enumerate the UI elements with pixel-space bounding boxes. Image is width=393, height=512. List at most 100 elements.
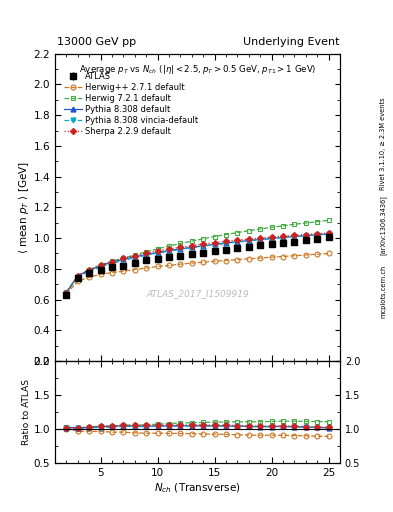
Herwig 7.2.1 default <box>303 220 308 226</box>
Herwig 7.2.1 default <box>212 233 217 240</box>
Herwig 7.2.1 default <box>269 224 274 230</box>
Pythia 8.308 vincia-default <box>144 252 149 259</box>
Pythia 8.308 vincia-default <box>98 264 103 270</box>
Pythia 8.308 default <box>110 259 114 265</box>
Y-axis label: Ratio to ATLAS: Ratio to ATLAS <box>22 379 31 445</box>
Sherpa 2.2.9 default <box>167 246 171 252</box>
Herwig 7.2.1 default <box>224 231 228 238</box>
Sherpa 2.2.9 default <box>189 243 194 249</box>
Herwig++ 2.7.1 default <box>258 255 263 261</box>
Pythia 8.308 vincia-default <box>155 250 160 256</box>
Pythia 8.308 vincia-default <box>121 258 126 264</box>
Herwig++ 2.7.1 default <box>110 269 114 275</box>
Line: Herwig++ 2.7.1 default: Herwig++ 2.7.1 default <box>64 251 331 296</box>
Herwig++ 2.7.1 default <box>98 271 103 278</box>
Pythia 8.308 default <box>201 243 206 249</box>
Pythia 8.308 default <box>87 267 92 273</box>
Sherpa 2.2.9 default <box>98 262 103 268</box>
Pythia 8.308 default <box>75 272 80 279</box>
Pythia 8.308 default <box>269 236 274 242</box>
Herwig++ 2.7.1 default <box>132 266 137 272</box>
Y-axis label: $\langle$ mean $p_T$ $\rangle$ [GeV]: $\langle$ mean $p_T$ $\rangle$ [GeV] <box>17 161 31 254</box>
Pythia 8.308 default <box>212 241 217 247</box>
Pythia 8.308 vincia-default <box>258 237 263 243</box>
Pythia 8.308 vincia-default <box>167 248 171 254</box>
Sherpa 2.2.9 default <box>315 231 320 237</box>
Sherpa 2.2.9 default <box>144 250 149 256</box>
Sherpa 2.2.9 default <box>121 255 126 262</box>
Herwig++ 2.7.1 default <box>246 256 251 262</box>
Herwig++ 2.7.1 default <box>121 268 126 274</box>
Herwig 7.2.1 default <box>235 229 240 236</box>
Herwig 7.2.1 default <box>75 272 80 279</box>
Herwig 7.2.1 default <box>281 223 285 229</box>
Pythia 8.308 vincia-default <box>110 261 114 267</box>
Herwig 7.2.1 default <box>132 252 137 258</box>
Sherpa 2.2.9 default <box>87 267 92 273</box>
Sherpa 2.2.9 default <box>178 244 183 250</box>
Herwig 7.2.1 default <box>64 289 69 295</box>
Legend: ATLAS, Herwig++ 2.7.1 default, Herwig 7.2.1 default, Pythia 8.308 default, Pythi: ATLAS, Herwig++ 2.7.1 default, Herwig 7.… <box>62 70 200 138</box>
Line: Herwig 7.2.1 default: Herwig 7.2.1 default <box>64 218 331 294</box>
Pythia 8.308 vincia-default <box>281 234 285 241</box>
Pythia 8.308 default <box>167 248 171 254</box>
Pythia 8.308 default <box>144 251 149 258</box>
Text: [arXiv:1306.3436]: [arXiv:1306.3436] <box>380 196 387 255</box>
Pythia 8.308 vincia-default <box>178 246 183 252</box>
Pythia 8.308 vincia-default <box>315 232 320 238</box>
Herwig++ 2.7.1 default <box>315 251 320 257</box>
Pythia 8.308 default <box>189 244 194 250</box>
Pythia 8.308 default <box>292 233 297 240</box>
Sherpa 2.2.9 default <box>75 272 80 279</box>
Sherpa 2.2.9 default <box>132 252 137 259</box>
Herwig 7.2.1 default <box>87 266 92 272</box>
Herwig 7.2.1 default <box>167 243 171 249</box>
Pythia 8.308 vincia-default <box>292 233 297 240</box>
Pythia 8.308 default <box>246 238 251 244</box>
Herwig 7.2.1 default <box>315 219 320 225</box>
Herwig 7.2.1 default <box>189 238 194 244</box>
X-axis label: $N_{ch}$ (Transverse): $N_{ch}$ (Transverse) <box>154 481 241 495</box>
Pythia 8.308 vincia-default <box>201 243 206 249</box>
Pythia 8.308 default <box>303 232 308 239</box>
Text: Average $p_T$ vs $N_{ch}$ ($|\eta| < 2.5, p_T > 0.5$ GeV, $p_{T1} > 1$ GeV): Average $p_T$ vs $N_{ch}$ ($|\eta| < 2.5… <box>79 63 316 76</box>
Pythia 8.308 vincia-default <box>64 290 69 296</box>
Line: Pythia 8.308 default: Pythia 8.308 default <box>64 231 331 295</box>
Herwig++ 2.7.1 default <box>189 260 194 266</box>
Pythia 8.308 vincia-default <box>326 231 331 238</box>
Pythia 8.308 vincia-default <box>87 268 92 274</box>
Herwig++ 2.7.1 default <box>144 265 149 271</box>
Sherpa 2.2.9 default <box>303 231 308 238</box>
Line: Pythia 8.308 vincia-default: Pythia 8.308 vincia-default <box>64 232 331 296</box>
Text: Rivet 3.1.10, ≥ 2.3M events: Rivet 3.1.10, ≥ 2.3M events <box>380 97 386 189</box>
Text: Underlying Event: Underlying Event <box>243 37 340 47</box>
Sherpa 2.2.9 default <box>64 290 69 296</box>
Pythia 8.308 default <box>178 246 183 252</box>
Herwig++ 2.7.1 default <box>178 261 183 267</box>
Herwig 7.2.1 default <box>258 226 263 232</box>
Herwig++ 2.7.1 default <box>235 257 240 263</box>
Pythia 8.308 vincia-default <box>75 274 80 280</box>
Pythia 8.308 vincia-default <box>269 236 274 242</box>
Text: 13000 GeV pp: 13000 GeV pp <box>57 37 136 47</box>
Herwig 7.2.1 default <box>326 218 331 224</box>
Text: ATLAS_2017_I1509919: ATLAS_2017_I1509919 <box>146 289 249 298</box>
Sherpa 2.2.9 default <box>201 241 206 247</box>
Herwig 7.2.1 default <box>121 255 126 261</box>
Herwig 7.2.1 default <box>98 262 103 268</box>
Pythia 8.308 default <box>315 231 320 238</box>
Pythia 8.308 default <box>224 240 228 246</box>
Herwig 7.2.1 default <box>155 246 160 252</box>
Herwig++ 2.7.1 default <box>292 253 297 259</box>
Herwig++ 2.7.1 default <box>155 264 160 270</box>
Pythia 8.308 vincia-default <box>235 239 240 245</box>
Herwig 7.2.1 default <box>110 258 114 264</box>
Sherpa 2.2.9 default <box>212 240 217 246</box>
Pythia 8.308 default <box>98 263 103 269</box>
Herwig 7.2.1 default <box>201 236 206 242</box>
Sherpa 2.2.9 default <box>292 232 297 239</box>
Pythia 8.308 vincia-default <box>303 233 308 239</box>
Text: mcplots.cern.ch: mcplots.cern.ch <box>380 265 386 318</box>
Herwig 7.2.1 default <box>144 249 149 255</box>
Pythia 8.308 default <box>258 237 263 243</box>
